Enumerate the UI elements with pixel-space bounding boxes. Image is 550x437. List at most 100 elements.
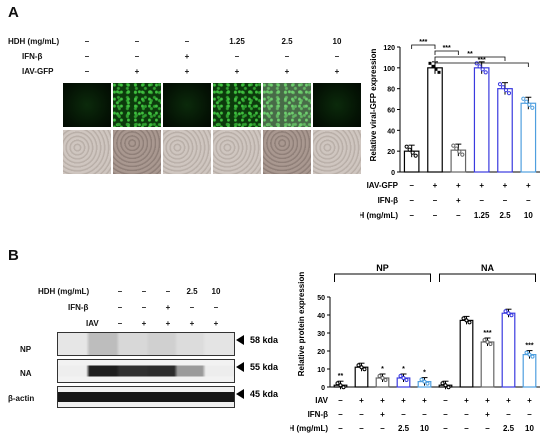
chart-b-point-8-1 (506, 311, 511, 316)
chart-a-point-2-0 (451, 143, 456, 148)
cond-a-hdh-2: – (184, 37, 190, 46)
chart-b-point-5-1 (443, 383, 448, 388)
chart-b-row-0-1: + (359, 396, 364, 405)
chart-b-ytick-label-4: 40 (317, 313, 325, 320)
chart-b-row-1-9: – (527, 410, 532, 419)
chart-a-row-2-0: – (409, 211, 414, 220)
chart-b-point-1-2 (362, 367, 367, 372)
chart-b-row-1-6: – (464, 410, 469, 419)
chart-viral-gfp: Relative viral-GFP expression 0 20 40 60 80 1… (360, 39, 540, 220)
blot-na (57, 359, 235, 383)
cond-b-iav-3: + (189, 319, 195, 328)
chart-b-point-9-1 (527, 352, 532, 357)
chart-a-ytick-label-1: 20 (387, 149, 395, 156)
blot-label-actin: β-actin (8, 394, 35, 403)
chart-a-point-0-0 (404, 144, 409, 149)
micrograph-fluor-1 (63, 83, 111, 127)
chart-a-row-0-2: + (456, 181, 461, 190)
chart-b-row-1-3: – (401, 410, 406, 419)
cond-b-hdh-2: – (165, 287, 171, 296)
chart-a-bar-1 (427, 67, 443, 173)
arrow-icon-actin (236, 389, 244, 399)
chart-b-row-2-5: – (443, 424, 448, 433)
cond-a-iav-4: + (284, 67, 290, 76)
chart-b-point-6-0 (461, 316, 466, 321)
chart-b-row-2-8: 2.5 (503, 424, 515, 433)
hdh-label: HDH (mg/mL) (8, 37, 60, 46)
micrograph-bf-3 (163, 130, 211, 174)
blot-actin (57, 386, 235, 408)
chart-b-row-0-7: + (485, 396, 490, 405)
chart-b-row-2-7: – (485, 424, 490, 433)
chart-b-sig-7: *** (483, 330, 491, 337)
chart-a-ytick-label-2: 40 (387, 128, 395, 135)
chart-b-point-5-0 (440, 381, 445, 386)
chart-a-point-5-1 (524, 99, 529, 104)
chart-b-point-7-0 (482, 338, 487, 342)
cond-b-iav-1: + (141, 319, 147, 328)
chart-b-row-0-0: – (338, 396, 343, 405)
iav-label-b: IAV (86, 319, 99, 328)
ifn-label: IFN-β (22, 52, 43, 61)
chart-a-row-1-2: + (456, 196, 461, 205)
chart-a-row-0-0: – (409, 181, 414, 190)
cond-a-ifn-3: – (234, 52, 240, 61)
chart-a-sig-mark-3: *** (478, 57, 486, 64)
chart-a-ytick-label-6: 120 (383, 45, 395, 52)
micrograph-bf-5 (263, 130, 311, 174)
cond-b-iav-0: – (117, 319, 123, 328)
chart-a-point-4-3 (506, 91, 512, 96)
blot-np (57, 332, 235, 356)
chart-b-row-0-4: + (422, 396, 427, 405)
chart-b-group-label-0: NP (376, 263, 389, 273)
chart-b-row-label-2: HDH (mg/mL) (290, 424, 328, 433)
cond-b-hdh-0: – (117, 287, 123, 296)
chart-b-group-bracket-1 (439, 273, 536, 282)
chart-b-row-2-0: – (338, 424, 343, 433)
chart-a-point-5-3 (530, 105, 535, 110)
chart-b-sig-3: * (402, 366, 405, 373)
chart-b-point-0-1 (338, 383, 343, 388)
micrograph-fluor-3 (163, 83, 211, 127)
chart-a-row-1-5: – (526, 196, 531, 205)
chart-b-row-0-2: + (380, 396, 385, 405)
chart-b-point-3-0 (398, 374, 403, 378)
chart-a-row-1-0: – (409, 196, 414, 205)
cond-a-hdh-1: – (134, 37, 140, 46)
chart-a-bar-3 (473, 67, 490, 173)
micrograph-bf-6 (313, 130, 361, 174)
chart-a-row-label-2: HDH (mg/mL) (360, 211, 398, 220)
panel-b-letter: B (8, 247, 19, 264)
chart-a-point-1-0 (428, 61, 432, 65)
cond-b-ifn-0: – (117, 303, 123, 312)
cond-a-iav-0: – (84, 67, 90, 76)
chart-a-point-1-2 (434, 67, 438, 71)
cond-a-iav-5: + (334, 67, 340, 76)
cond-a-hdh-5: 10 (332, 37, 342, 46)
cond-b-hdh-3: 2.5 (186, 287, 198, 296)
chart-a-sig-bracket-2 (434, 56, 506, 61)
chart-b-bar-7 (480, 341, 495, 388)
chart-b-row-0-6: + (464, 396, 469, 405)
chart-b-row-1-5: – (443, 410, 448, 419)
chart-b-row-1-4: – (422, 410, 427, 419)
chart-b-point-3-1 (401, 376, 406, 380)
chart-a-sig-bracket-0 (411, 44, 436, 49)
chart-b-ytick-label-1: 10 (317, 367, 325, 374)
cond-b-iav-2: + (165, 319, 171, 328)
chart-b-point-1-0 (356, 363, 361, 368)
chart-a-row-label-0: IAV-GFP (367, 181, 399, 190)
cond-a-ifn-4: – (284, 52, 290, 61)
cond-a-hdh-3: 1.25 (229, 37, 245, 46)
micrograph-bf-1 (63, 130, 111, 174)
chart-b-point-9-2 (530, 354, 535, 359)
ifn-label-b: IFN-β (68, 303, 89, 312)
chart-b-point-6-2 (467, 320, 472, 325)
chart-b-row-1-1: – (359, 410, 364, 419)
chart-a-point-0-1 (407, 147, 412, 152)
chart-a-point-2-2 (457, 149, 462, 154)
chart-b-point-8-0 (503, 309, 508, 314)
size-actin: 45 kda (250, 389, 279, 399)
micrograph-fluor-6 (313, 83, 361, 127)
cond-a-iav-1: + (134, 67, 140, 76)
